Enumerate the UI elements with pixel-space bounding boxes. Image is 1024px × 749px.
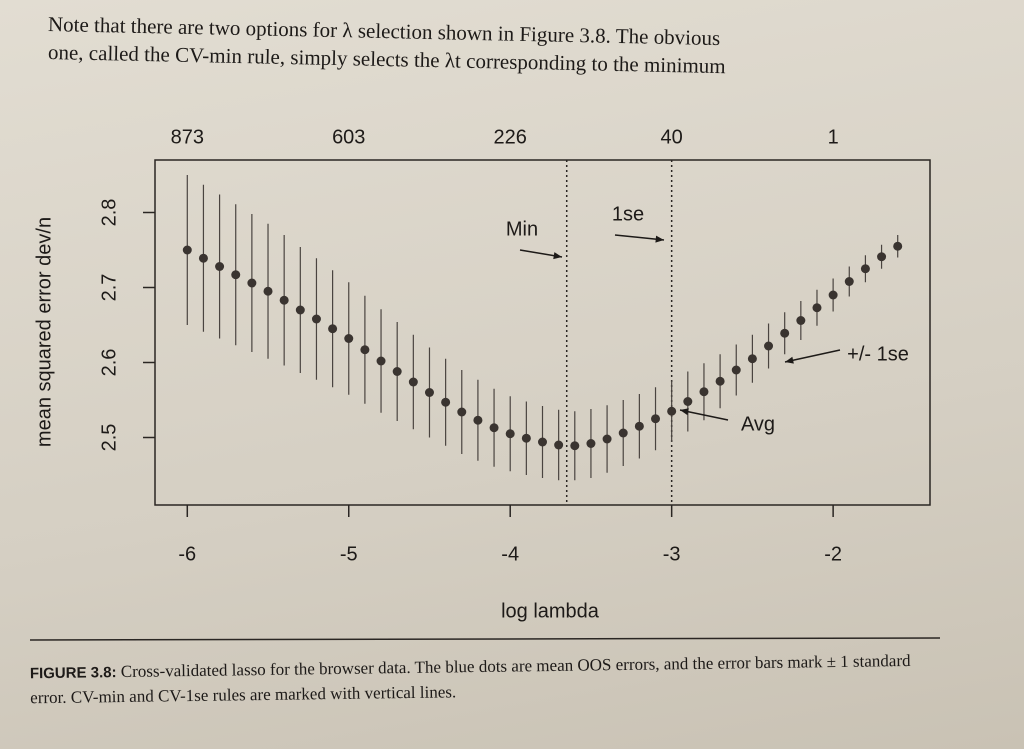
point	[747, 354, 757, 364]
arrow-head	[553, 252, 562, 260]
point	[893, 241, 903, 251]
arrow-head	[655, 235, 664, 243]
point	[780, 328, 790, 338]
point	[311, 314, 321, 324]
point	[295, 305, 305, 315]
point	[376, 356, 386, 366]
top-tick-label: 1	[828, 126, 839, 148]
point	[634, 421, 644, 431]
point	[828, 290, 838, 300]
point	[231, 270, 241, 280]
point	[586, 439, 596, 448]
point	[683, 397, 693, 406]
point	[344, 334, 354, 343]
point	[263, 286, 273, 296]
x-tick-label: -6	[178, 543, 196, 565]
point	[764, 341, 774, 351]
y-axis-label: mean squared error dev/n	[33, 217, 55, 447]
rule	[29, 637, 941, 641]
point	[215, 262, 225, 271]
annotation-arrow	[784, 349, 841, 363]
point	[699, 387, 709, 397]
point	[505, 429, 515, 439]
point	[441, 397, 451, 407]
point	[473, 415, 483, 425]
point	[667, 406, 677, 416]
point	[731, 365, 741, 375]
arrow-head	[680, 408, 689, 416]
arrow-head	[785, 356, 794, 364]
x-tick-label: -3	[663, 543, 681, 565]
point	[715, 376, 725, 386]
top-tick-label: 226	[494, 126, 527, 148]
point	[651, 414, 661, 424]
point	[279, 295, 289, 305]
point	[844, 277, 854, 286]
y-tick-label: 2.6	[98, 349, 120, 377]
point	[408, 377, 418, 387]
plot-frame	[154, 159, 931, 506]
point	[618, 428, 628, 438]
point	[877, 252, 887, 262]
y-tick-label: 2.5	[98, 424, 120, 452]
caption-text: Cross-validated lasso for the browser da…	[30, 650, 911, 708]
top-tick-label: 603	[332, 126, 365, 148]
point	[328, 324, 338, 334]
x-tick-label: -4	[501, 543, 519, 565]
point	[392, 367, 402, 376]
point	[360, 345, 370, 355]
point	[796, 316, 806, 325]
point	[198, 253, 208, 263]
point	[424, 388, 434, 397]
top-tick-label: 873	[171, 126, 204, 148]
point	[247, 278, 257, 288]
caption-label: FIGURE 3.8:	[29, 664, 117, 683]
point	[182, 245, 192, 255]
point	[538, 437, 547, 447]
point	[489, 423, 499, 433]
y-tick-label: 2.7	[98, 274, 120, 302]
x-tick-label: -5	[340, 543, 358, 565]
annotation: Min	[506, 218, 538, 240]
point	[602, 434, 612, 444]
point	[570, 441, 580, 451]
x-tick-label: -2	[824, 543, 842, 565]
annotation: Avg	[741, 413, 775, 435]
top-tick-label: 40	[661, 126, 683, 148]
x-axis-label: log lambda	[501, 600, 600, 622]
point	[521, 433, 531, 443]
annotation: +/- 1se	[847, 343, 909, 365]
point	[860, 264, 870, 274]
y-tick-label: 2.8	[98, 199, 120, 227]
point	[457, 407, 467, 417]
point	[554, 440, 564, 450]
annotation: 1se	[612, 203, 644, 225]
point	[812, 303, 822, 313]
